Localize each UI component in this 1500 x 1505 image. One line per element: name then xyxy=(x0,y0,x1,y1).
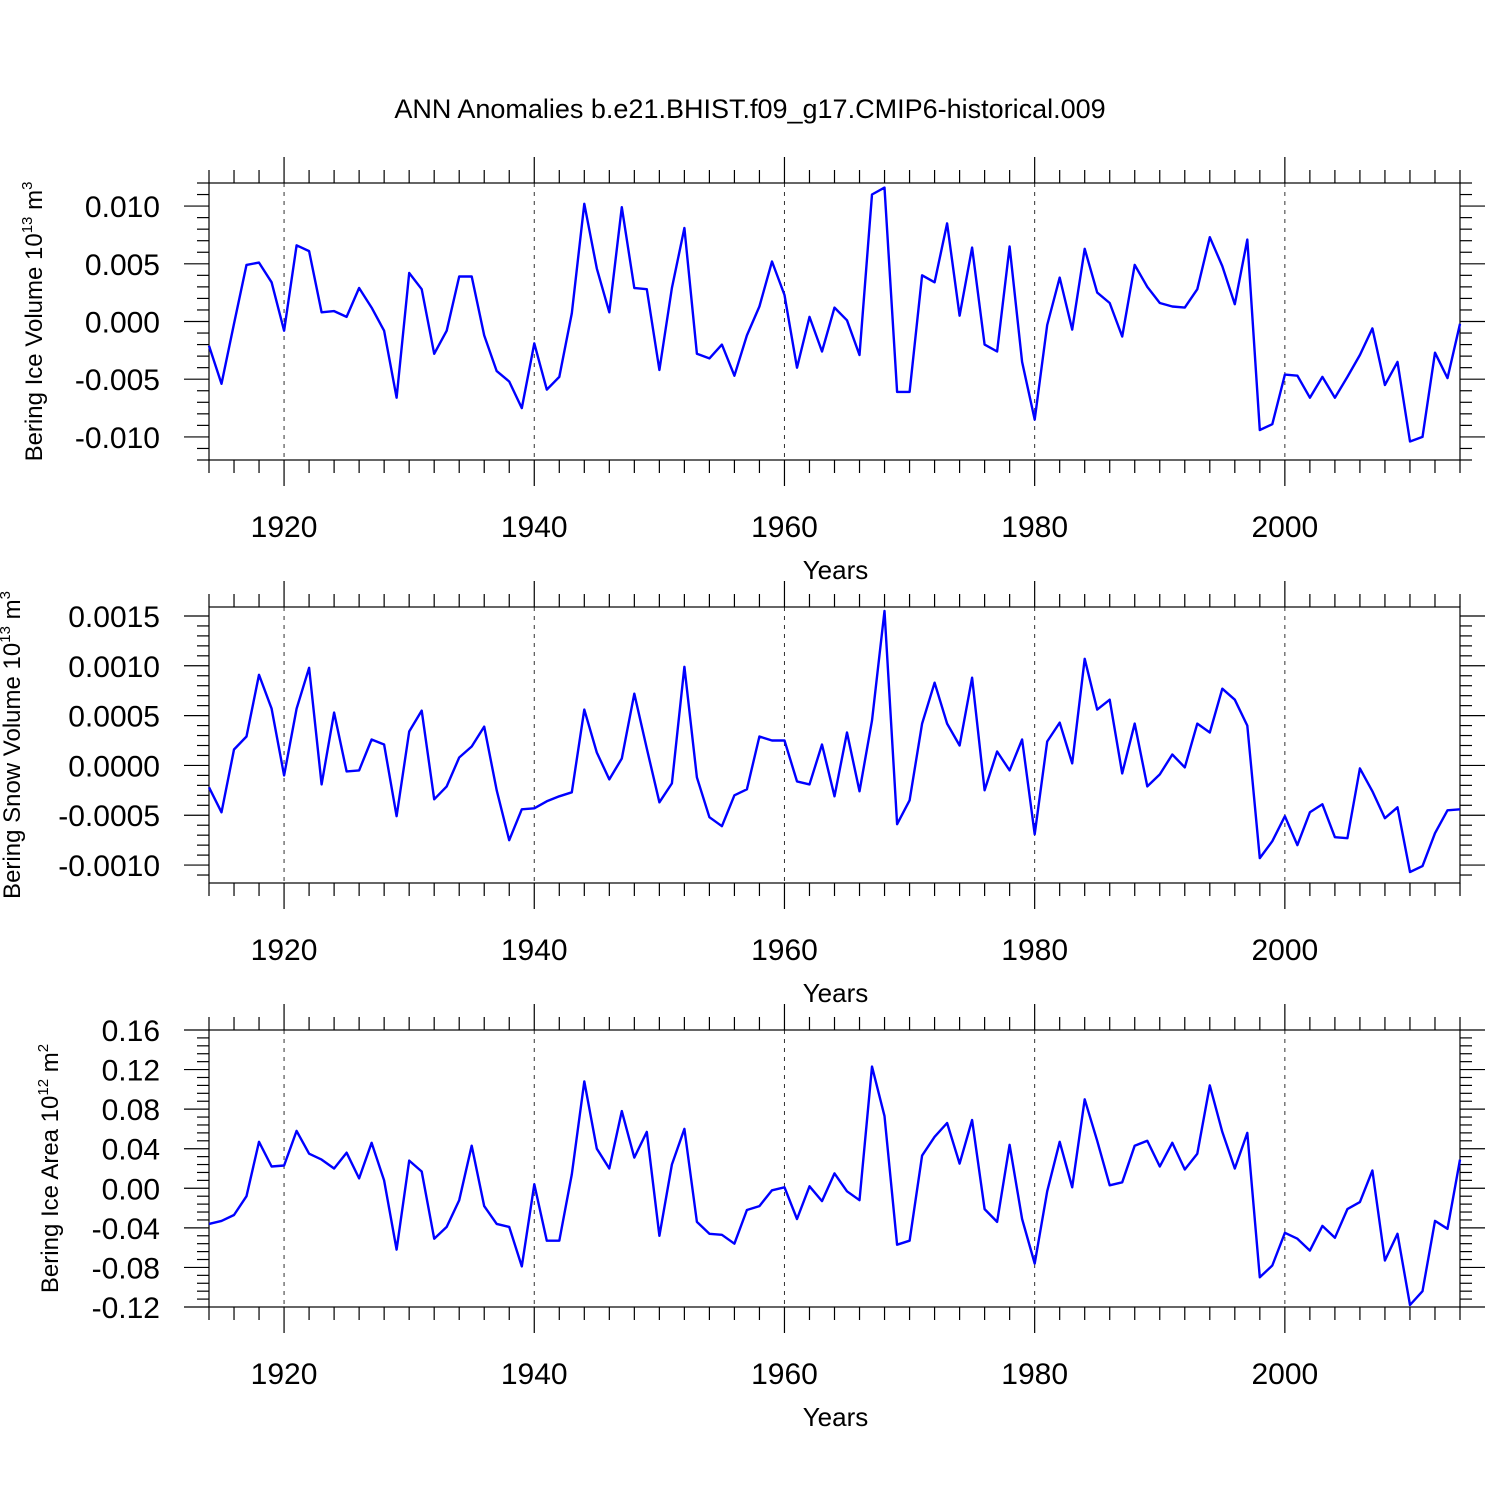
series-line xyxy=(207,186,1462,443)
x-tick-label: 2000 xyxy=(1251,934,1318,967)
panel-2: 1920 1940 1960 1980 2000 -0.0010 -0.0005 0.0000… xyxy=(0,581,1485,1008)
x-tick-label: 1980 xyxy=(1001,934,1068,967)
x-tick-label: 1920 xyxy=(251,1358,318,1391)
y-axis-title-exponent: 13 xyxy=(19,217,36,234)
y-tick-label: 0.12 xyxy=(102,1055,160,1088)
x-axis-title: Years xyxy=(803,978,869,1008)
x-tick-label: 1960 xyxy=(751,1358,818,1391)
y-axis-title-unit: m xyxy=(0,599,26,626)
y-axis-title-unit-exponent: 2 xyxy=(35,1044,52,1052)
y-tick-label: -0.0010 xyxy=(58,850,160,883)
y-axis-title: Bering Ice Volume 1013 m3 xyxy=(19,182,48,462)
x-tick-label: 1920 xyxy=(251,511,318,544)
y-tick-label: -0.0005 xyxy=(58,800,160,833)
panel-1: 1920 1940 1960 1980 2000 -0.010 -0.005 0.000 0.0… xyxy=(19,157,1485,585)
y-axis-title-exponent: 13 xyxy=(0,626,14,643)
y-tick-label: 0.0005 xyxy=(68,701,160,734)
x-tick-label: 1980 xyxy=(1001,511,1068,544)
y-axis-title-main: Bering Ice Volume 10 xyxy=(21,233,48,461)
y-tick-label: -0.08 xyxy=(92,1252,160,1285)
x-tick-label: 1960 xyxy=(751,511,818,544)
y-axis-title-main: Bering Ice Area 10 xyxy=(37,1096,64,1293)
x-tick-label: 1940 xyxy=(501,511,568,544)
y-axis-title-unit-exponent: 3 xyxy=(0,591,14,599)
y-axis-title: Bering Ice Area 1012 m2 xyxy=(35,1044,64,1293)
y-tick-label: 0.0010 xyxy=(68,651,160,684)
y-axis-title-unit: m xyxy=(21,190,48,217)
series-line xyxy=(207,609,1461,874)
x-axis-title: Years xyxy=(803,555,869,585)
y-tick-label: -0.005 xyxy=(75,364,160,397)
x-tick-label: 1940 xyxy=(501,934,568,967)
series-line xyxy=(208,1065,1462,1307)
y-tick-label: -0.04 xyxy=(92,1213,160,1246)
x-tick-label: 1920 xyxy=(251,934,318,967)
plot-frame xyxy=(208,182,1461,461)
y-tick-label: 0.010 xyxy=(85,191,160,224)
y-tick-label: 0.0000 xyxy=(68,750,160,783)
chart-title: ANN Anomalies b.e21.BHIST.f09_g17.CMIP6-… xyxy=(394,94,1105,124)
x-tick-label: 2000 xyxy=(1251,511,1318,544)
y-tick-label: 0.000 xyxy=(85,307,160,340)
y-tick-label: 0.16 xyxy=(102,1015,160,1048)
x-tick-label: 1980 xyxy=(1001,1358,1068,1391)
y-tick-label: -0.010 xyxy=(75,422,160,455)
panel-3: 1920 1940 1960 1980 2000 -0.12 -0.08 -0.04 0.00 0… xyxy=(35,1004,1485,1432)
y-tick-label: 0.00 xyxy=(102,1173,160,1206)
y-axis-title-exponent: 12 xyxy=(35,1079,52,1096)
x-axis-title: Years xyxy=(803,1402,869,1432)
y-tick-label: 0.0015 xyxy=(68,601,160,634)
y-tick-label: 0.005 xyxy=(85,249,160,282)
y-tick-label: -0.12 xyxy=(92,1292,160,1325)
y-axis-title: Bering Snow Volume 1013 m3 xyxy=(0,591,26,899)
y-axis-title-unit: m xyxy=(37,1052,64,1079)
x-tick-label: 1940 xyxy=(501,1358,568,1391)
y-tick-label: 0.08 xyxy=(102,1094,160,1127)
x-tick-label: 1960 xyxy=(751,934,818,967)
y-tick-label: 0.04 xyxy=(102,1134,160,1167)
y-axis-title-unit-exponent: 3 xyxy=(19,182,36,190)
x-tick-label: 2000 xyxy=(1251,1358,1318,1391)
y-axis-title-main: Bering Snow Volume 10 xyxy=(0,643,26,899)
